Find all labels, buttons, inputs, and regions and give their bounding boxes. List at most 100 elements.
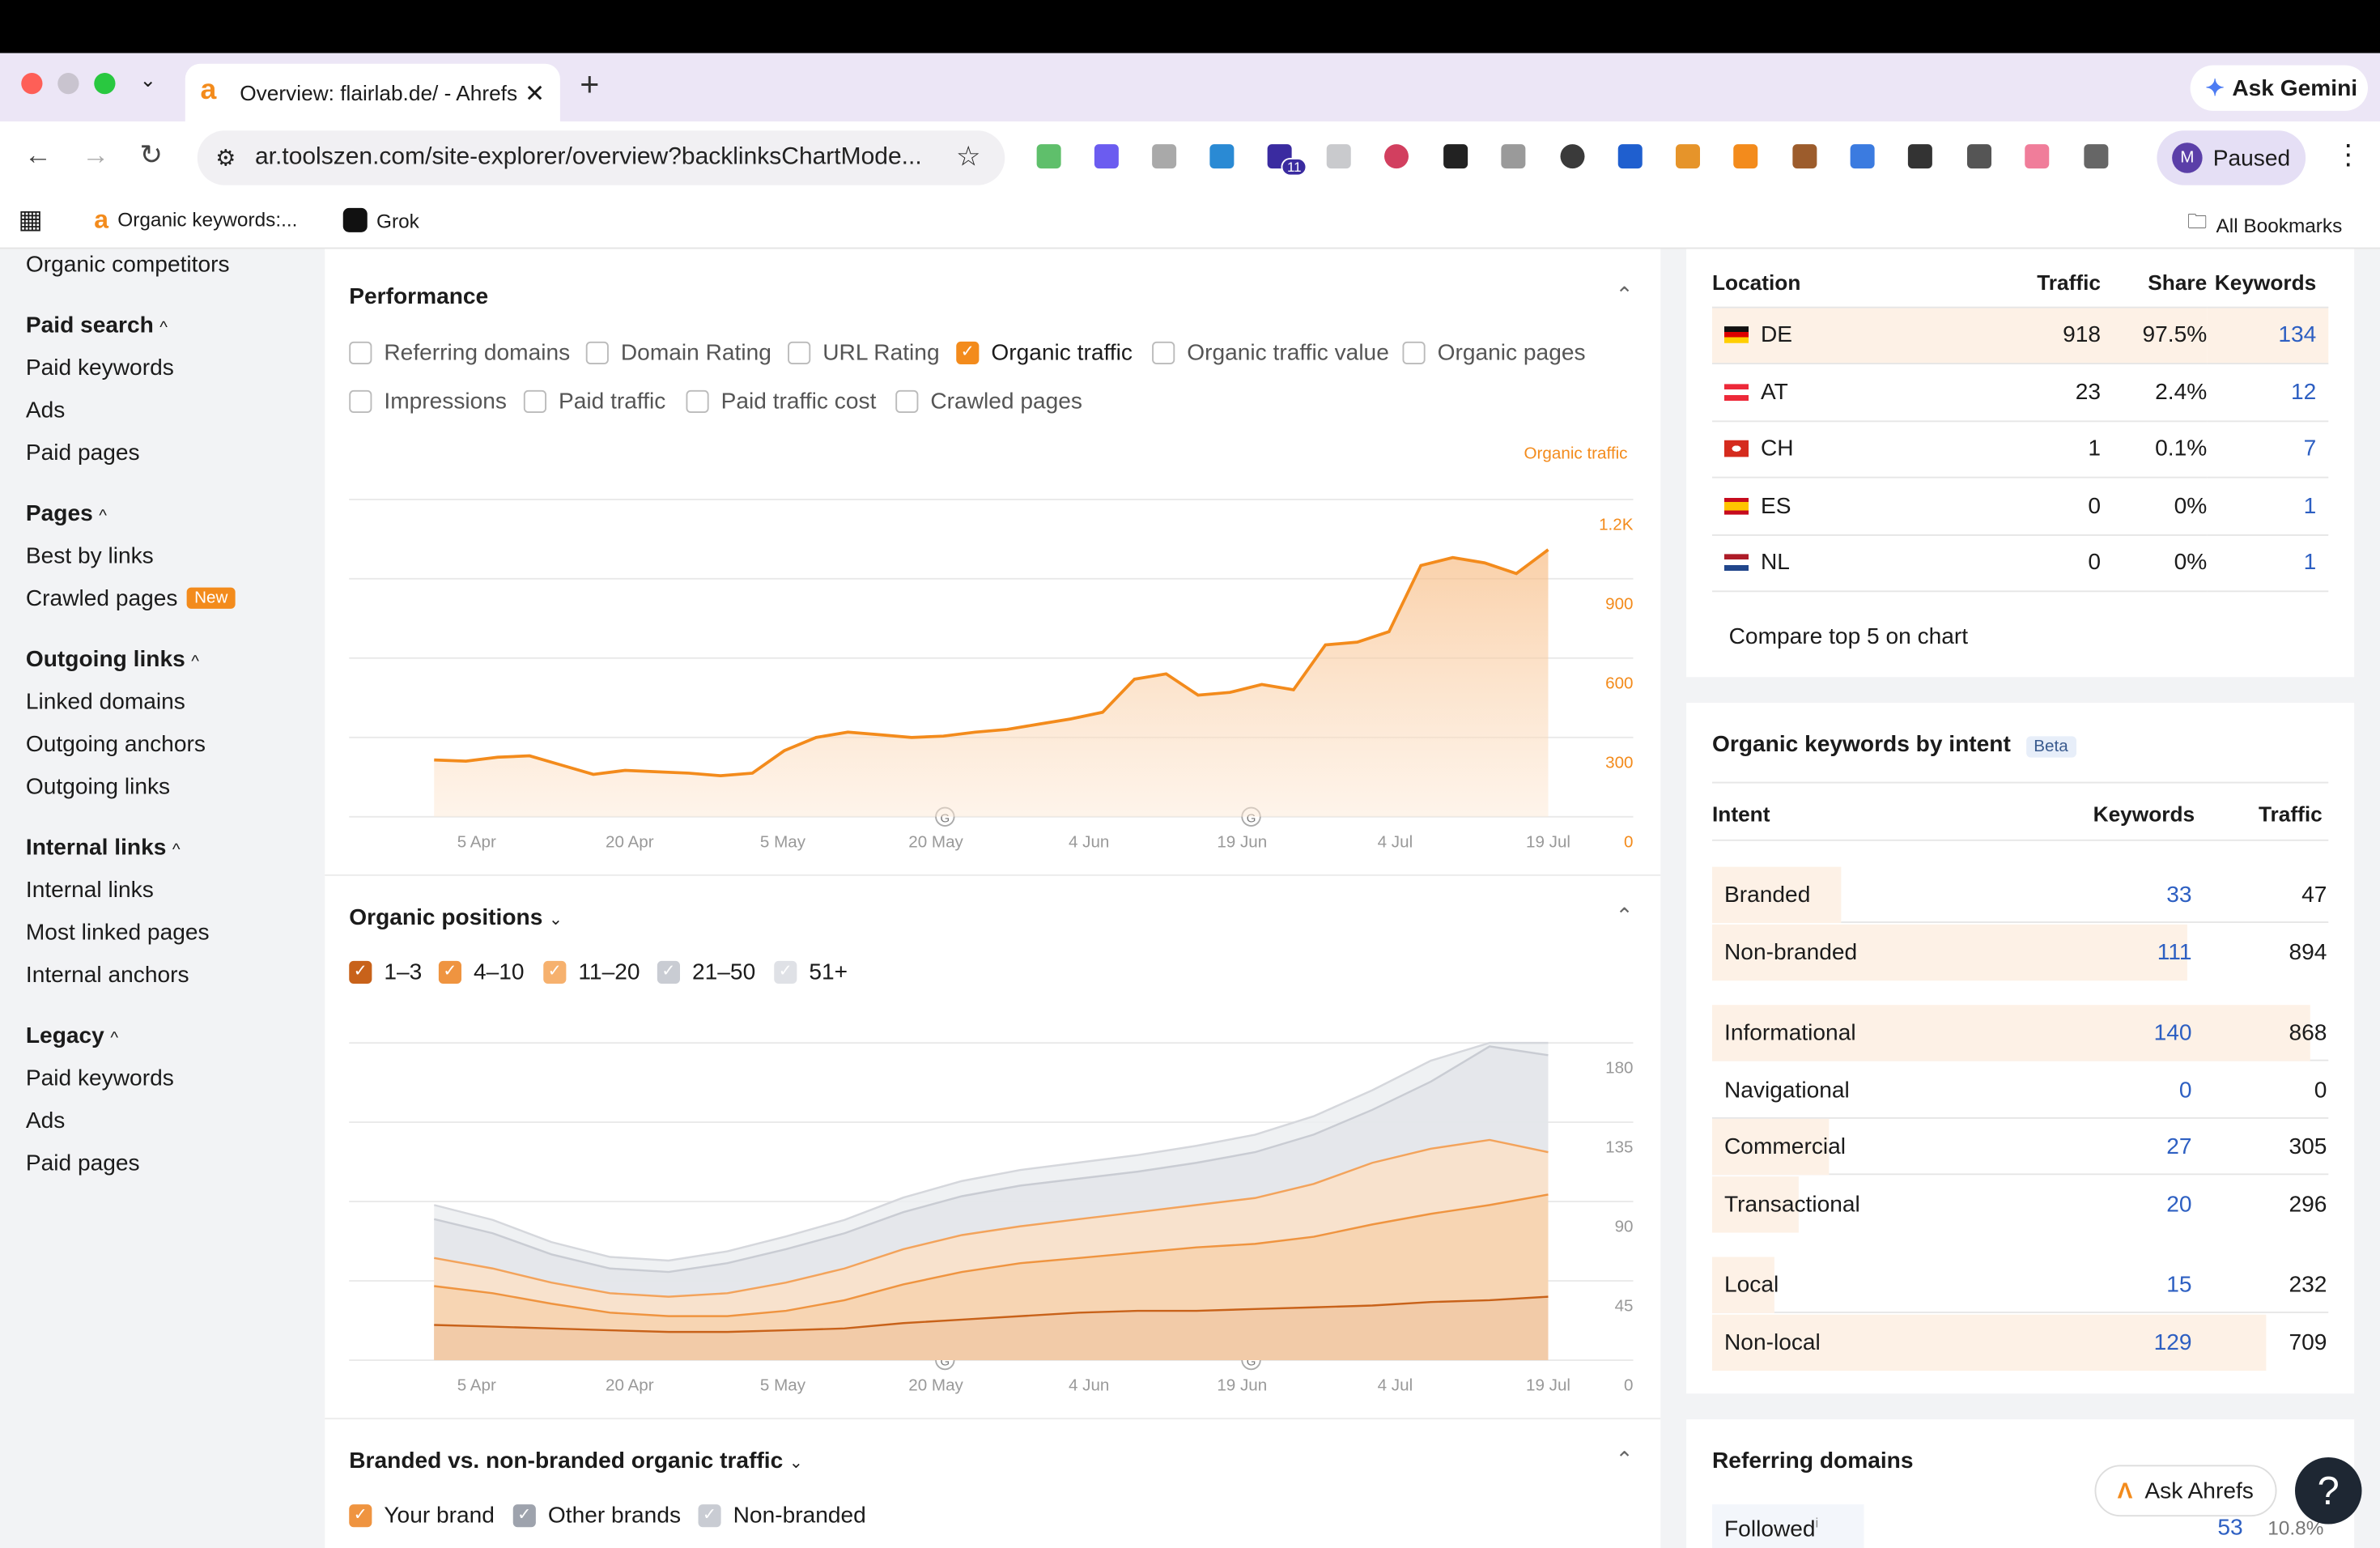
intent-row-local[interactable]: Local 15 232 (1712, 1257, 2329, 1313)
followed-count[interactable]: 53 (2217, 1515, 2242, 1541)
extension-doc-icon[interactable] (1967, 144, 1991, 169)
sidebar-item-legacy-ads[interactable]: Ads (25, 1108, 66, 1134)
extension-gray-icon[interactable] (1152, 144, 1177, 169)
close-tab-icon[interactable]: ✕ (524, 82, 546, 108)
intent-keywords[interactable]: 0 (2178, 1077, 2192, 1104)
extension-pink-icon[interactable] (2025, 144, 2050, 169)
keywords-cell[interactable]: 12 (2290, 379, 2317, 406)
bookmark-star-icon[interactable]: ☆ (955, 141, 981, 172)
intent-keywords[interactable]: 15 (2166, 1272, 2192, 1299)
organic-positions-title[interactable]: Organic positions ⌄ (349, 905, 563, 931)
checkbox-position-1[interactable]: ✓ 1–3 (349, 959, 422, 985)
location-row-de[interactable]: DE 918 97.5% 134 (1712, 306, 2329, 364)
col-traffic[interactable]: Traffic (2037, 270, 2101, 295)
sidebar-group-legacy[interactable]: Legacy ^ (26, 1023, 118, 1049)
intent-row-navigational[interactable]: Navigational 0 0 (1712, 1062, 2329, 1118)
checkbox-crawled-pages[interactable]: Crawled pages (895, 389, 1082, 415)
bookmark-grok[interactable]: Grok (342, 207, 419, 232)
collapse-chevron-icon[interactable]: ⌃ (1615, 282, 1634, 307)
checkbox-position-4[interactable]: ✓ 21–50 (657, 959, 755, 985)
keywords-cell[interactable]: 7 (2303, 436, 2317, 462)
location-row-ch[interactable]: CH 1 0.1% 7 (1712, 420, 2329, 478)
sidebar-item-most-linked-pages[interactable]: Most linked pages (25, 920, 210, 946)
sidebar-item-legacy-paid-pages[interactable]: Paid pages (25, 1150, 140, 1177)
compare-top5-link[interactable]: Compare top 5 on chart (1728, 623, 1969, 650)
ask-gemini-button[interactable]: ✦ Ask Gemini (2190, 65, 2368, 111)
close-window-button[interactable] (21, 73, 43, 95)
checkbox-your-brand[interactable]: ✓ Your brand (349, 1503, 495, 1529)
sidebar-item-linked-domains[interactable]: Linked domains (25, 689, 185, 716)
new-tab-plus-icon[interactable]: + (580, 65, 600, 104)
intent-keywords[interactable]: 27 (2166, 1133, 2192, 1160)
intent-keywords[interactable]: 20 (2166, 1190, 2192, 1217)
ask-ahrefs-button[interactable]: Λ Ask Ahrefs (2094, 1465, 2277, 1517)
location-row-nl[interactable]: NL 0 0% 1 (1712, 534, 2329, 592)
sidebar-item-best-by-links[interactable]: Best by links (25, 543, 154, 570)
col-keywords[interactable]: Keywords (2093, 802, 2195, 826)
sidebar-item-paid-keywords[interactable]: Paid keywords (25, 355, 174, 381)
keywords-cell[interactable]: 1 (2303, 492, 2317, 519)
intent-row-branded[interactable]: Branded 33 47 (1712, 866, 2329, 923)
location-row-at[interactable]: AT 23 2.4% 12 (1712, 364, 2329, 421)
site-settings-icon[interactable]: ⚙ (215, 146, 236, 172)
collapse-chevron-icon[interactable]: ⌃ (1615, 903, 1634, 928)
intent-keywords[interactable]: 129 (2153, 1329, 2192, 1355)
sidebar-item-legacy-paid-keywords[interactable]: Paid keywords (25, 1065, 174, 1092)
bookmark-organic-keywords[interactable]: a Organic keywords:... (94, 206, 297, 232)
extension-k-icon[interactable] (1560, 144, 1585, 169)
active-tab[interactable]: a Overview: flairlab.de/ - Ahrefs ✕ (185, 63, 560, 121)
intent-row-informational[interactable]: Informational 140 868 (1712, 1005, 2329, 1061)
reload-icon[interactable]: ↻ (139, 139, 163, 171)
extension-d-icon[interactable] (1094, 144, 1119, 169)
intent-row-non-branded[interactable]: Non-branded 111 894 (1712, 923, 2328, 980)
all-bookmarks-button[interactable]: 🗀 All Bookmarks (2187, 208, 2342, 241)
apps-grid-icon[interactable]: ▦ (18, 205, 43, 234)
sidebar-group-internal-links[interactable]: Internal links ^ (26, 835, 181, 861)
sidebar-item-paid-pages[interactable]: Paid pages (25, 440, 140, 466)
extension-ahrefs-icon[interactable] (1733, 144, 1758, 169)
checkbox-url-rating[interactable]: URL Rating (788, 340, 940, 366)
extension-u-icon[interactable] (1326, 144, 1351, 169)
col-share[interactable]: Share (2148, 270, 2208, 295)
extensions-puzzle-icon[interactable] (2084, 144, 2109, 169)
checkbox-position-2[interactable]: ✓ 4–10 (438, 959, 525, 985)
extension-seo-icon[interactable] (1676, 144, 1700, 169)
intent-keywords[interactable]: 33 (2166, 882, 2192, 908)
checkbox-paid-traffic[interactable]: Paid traffic (523, 389, 665, 415)
checkbox-organic-traffic-value[interactable]: Organic traffic value (1152, 340, 1389, 366)
checkbox-other-brands[interactable]: ✓ Other brands (512, 1503, 681, 1529)
info-icon[interactable]: i (1815, 1515, 1819, 1530)
intent-row-transactional[interactable]: Transactional 20 296 (1712, 1176, 2328, 1232)
intent-row-commercial[interactable]: Commercial 27 305 (1712, 1118, 2329, 1176)
sidebar-item-internal-anchors[interactable]: Internal anchors (25, 962, 189, 989)
profile-button[interactable]: M Paused (2157, 130, 2306, 185)
sidebar-group-pages[interactable]: Pages ^ (26, 501, 107, 527)
sidebar-item-outgoing-anchors[interactable]: Outgoing anchors (25, 731, 206, 758)
location-row-es[interactable]: ES 0 0% 1 (1712, 478, 2329, 534)
sidebar-item-crawled-pages[interactable]: Crawled pages New (26, 586, 236, 612)
checkbox-non-branded[interactable]: ✓ Non-branded (698, 1503, 866, 1529)
branded-traffic-title[interactable]: Branded vs. non-branded organic traffic ⌄ (349, 1448, 803, 1474)
checkbox-referring-domains[interactable]: Referring domains (349, 340, 570, 366)
extension-plus-icon[interactable] (1036, 144, 1061, 169)
checkbox-organic-traffic[interactable]: ✓ Organic traffic (956, 340, 1133, 366)
sidebar-group-outgoing-links[interactable]: Outgoing links ^ (26, 647, 199, 673)
maximize-window-button[interactable] (94, 73, 116, 95)
tab-search-chevron-icon[interactable]: ⌄ (139, 68, 156, 91)
checkbox-organic-pages[interactable]: Organic pages (1402, 340, 1586, 366)
collapse-chevron-icon[interactable]: ⌃ (1615, 1446, 1634, 1471)
col-traffic[interactable]: Traffic (2258, 802, 2323, 826)
url-bar[interactable]: ⚙ ar.toolszen.com/site-explorer/overview… (197, 130, 1005, 185)
browser-menu-icon[interactable]: ⋮ (2334, 139, 2362, 171)
extension-figure-icon[interactable] (1501, 144, 1526, 169)
keywords-cell[interactable]: 1 (2303, 550, 2317, 576)
extension-circle-icon[interactable] (1384, 144, 1409, 169)
sidebar-item-ads[interactable]: Ads (25, 398, 66, 424)
extension-spy-icon[interactable] (1907, 144, 1932, 169)
intent-keywords[interactable]: 111 (2157, 938, 2192, 965)
back-arrow-icon[interactable]: ← (24, 139, 52, 171)
sidebar-item-outgoing-links[interactable]: Outgoing links (25, 774, 171, 801)
sidebar-item-internal-links[interactable]: Internal links (25, 877, 154, 904)
intent-row-non-local[interactable]: Non-local 129 709 (1712, 1313, 2328, 1371)
checkbox-position-5[interactable]: ✓ 51+ (774, 959, 848, 985)
